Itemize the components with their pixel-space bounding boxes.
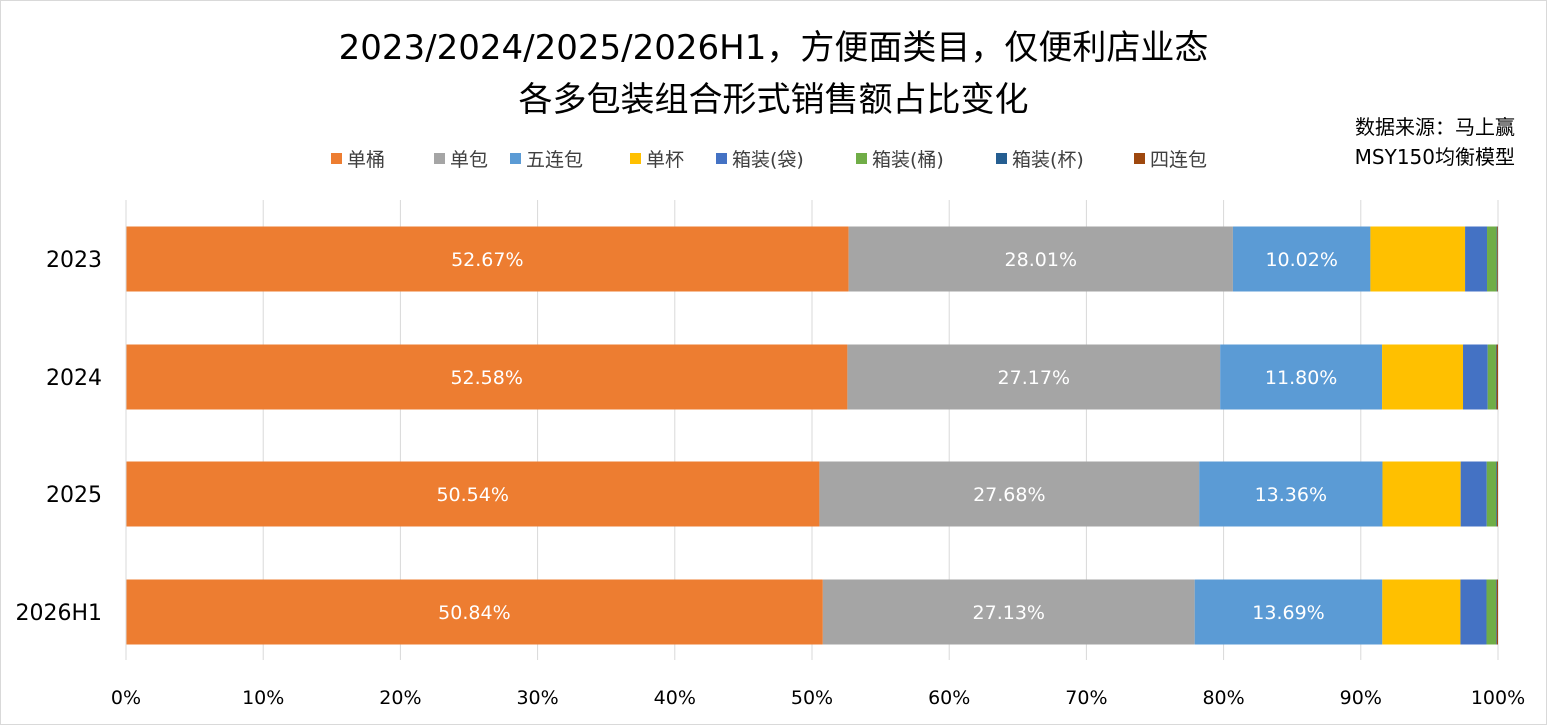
category-label: 2025	[46, 483, 102, 508]
legend-swatch	[856, 153, 867, 164]
bar-segment	[1382, 344, 1464, 410]
x-tick-label: 40%	[654, 687, 696, 709]
chart-title: 2023/2024/2025/2026H1，方便面类目，仅便利店业态 各多包装组…	[0, 22, 1547, 126]
x-tick-label: 90%	[1340, 687, 1382, 709]
bar-segment	[1496, 579, 1498, 645]
legend-swatch	[510, 153, 521, 164]
data-label: 28.01%	[1005, 249, 1077, 271]
x-tick-label: 70%	[1065, 687, 1107, 709]
x-tick-label: 0%	[111, 687, 141, 709]
legend-label: 五连包	[526, 149, 583, 171]
bar-segment	[1487, 226, 1497, 292]
x-tick-label: 50%	[791, 687, 833, 709]
bar-segment	[1486, 579, 1497, 645]
data-label: 50.84%	[438, 602, 510, 624]
bar-segment	[1496, 461, 1498, 527]
bar-segment	[822, 579, 1195, 645]
x-tick-label: 80%	[1202, 687, 1244, 709]
data-label: 13.69%	[1252, 602, 1324, 624]
x-tick-label: 100%	[1471, 687, 1525, 709]
source-line-1: 数据来源：马上赢	[1355, 115, 1515, 139]
bar-segment	[126, 579, 823, 645]
bar-segment	[848, 226, 1233, 292]
bar-segment	[819, 461, 1200, 527]
legend-swatch	[996, 153, 1007, 164]
bar-segment	[1486, 461, 1497, 527]
bar-segment	[126, 344, 848, 410]
legend-label: 箱装(杯)	[1012, 149, 1084, 171]
category-label: 2026H1	[15, 601, 102, 626]
legend-label: 单杯	[646, 149, 684, 171]
bar-segment	[126, 461, 820, 527]
data-label: 52.58%	[450, 367, 522, 389]
data-label: 50.54%	[436, 484, 508, 506]
bar-segment	[1382, 579, 1461, 645]
bar-segment	[1497, 226, 1498, 292]
bar-segment	[1496, 579, 1497, 645]
chart-title-line-1: 2023/2024/2025/2026H1，方便面类目，仅便利店业态	[338, 28, 1209, 68]
data-label: 27.17%	[998, 367, 1070, 389]
data-label: 11.80%	[1265, 367, 1337, 389]
source-line-2: MSY150均衡模型	[1354, 145, 1515, 169]
legend-swatch	[331, 153, 342, 164]
legend-swatch	[1134, 153, 1145, 164]
bar-segment	[1370, 226, 1466, 292]
x-tick-label: 30%	[516, 687, 558, 709]
legend-swatch	[630, 153, 641, 164]
legend: 单桶 单包 五连包 单杯 箱装(袋) 箱装(桶) 箱装(杯) 四连包	[331, 149, 1207, 171]
bar-segment	[1495, 344, 1497, 410]
bar-segment	[847, 344, 1221, 410]
data-source-note: 数据来源：马上赢 MSY150均衡模型	[1355, 112, 1515, 172]
data-label: 27.68%	[973, 484, 1045, 506]
legend-label: 四连包	[1150, 149, 1207, 171]
bar-segment	[1199, 461, 1383, 527]
data-label: 27.13%	[973, 602, 1045, 624]
x-tick-label: 60%	[928, 687, 970, 709]
x-tick-label: 10%	[242, 687, 284, 709]
bar-segment	[1487, 344, 1496, 410]
bar-segment	[1232, 226, 1371, 292]
legend-swatch	[434, 153, 445, 164]
legend-label: 箱装(袋)	[732, 149, 804, 171]
legend-label: 单桶	[347, 149, 385, 171]
bar-segment	[1460, 461, 1487, 527]
bar-segment	[1382, 461, 1461, 527]
bar-segment	[1496, 344, 1498, 410]
category-label: 2024	[46, 366, 102, 391]
axes: 0% 10% 20% 30% 40% 50% 60% 70% 80% 90% 100% 2023 202…	[15, 200, 1525, 709]
bars	[126, 226, 1498, 645]
data-label: 52.67%	[451, 249, 523, 271]
chart-title-line-2: 各多包装组合形式销售额占比变化	[518, 80, 1029, 120]
legend-swatch	[716, 153, 727, 164]
bar-segment	[1465, 226, 1488, 292]
bar-segment	[1194, 579, 1383, 645]
bar-segment	[1463, 344, 1488, 410]
x-tick-label: 20%	[379, 687, 421, 709]
data-labels: 52.67% 28.01% 10.02% 52.58% 27.17% 11.80% 50.5…	[436, 249, 1337, 624]
data-label: 10.02%	[1265, 249, 1337, 271]
category-label: 2023	[46, 248, 102, 273]
bar-segment	[1220, 344, 1383, 410]
bar-segment	[126, 226, 849, 292]
legend-label: 单包	[450, 149, 488, 171]
bar-segment	[1460, 579, 1487, 645]
legend-label: 箱装(桶)	[872, 149, 944, 171]
bar-segment	[1497, 461, 1498, 527]
data-label: 13.36%	[1255, 484, 1327, 506]
bar-segment	[1496, 226, 1498, 292]
